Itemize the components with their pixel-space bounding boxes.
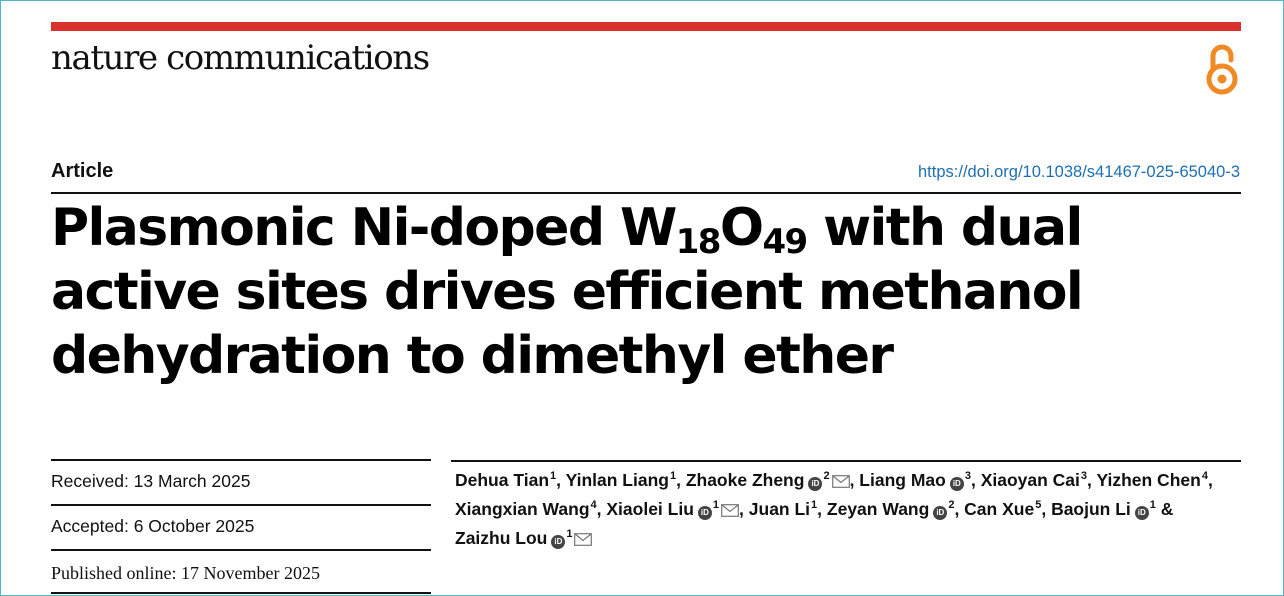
authors-divider: [451, 460, 1241, 462]
dates-divider-2: [51, 549, 431, 551]
author-separator: ,: [817, 499, 827, 519]
affiliation-number[interactable]: 5: [1035, 499, 1042, 511]
dates-divider-top: [51, 459, 431, 461]
mail-icon[interactable]: [574, 533, 593, 546]
author-name[interactable]: Can Xue5: [964, 499, 1041, 519]
journal-name[interactable]: nature communications: [51, 38, 430, 78]
journal-brand-bar: [51, 22, 1241, 31]
author-separator: ,: [849, 470, 860, 490]
mail-icon[interactable]: [831, 475, 850, 488]
author-separator: ,: [1087, 470, 1097, 490]
orcid-icon[interactable]: iD: [949, 477, 964, 491]
orcid-icon[interactable]: iD: [551, 535, 566, 549]
mail-icon[interactable]: [721, 504, 739, 517]
affiliation-number[interactable]: 1: [811, 499, 818, 511]
affiliation-number[interactable]: 2: [948, 499, 955, 511]
author-name-text: Xiangxian Wang: [455, 499, 590, 519]
author-separator: ,: [970, 470, 981, 490]
author-name[interactable]: Yinlan Liang1: [566, 470, 677, 490]
author-name-text: Yizhen Chen: [1096, 470, 1201, 490]
article-type-label: Article: [51, 160, 114, 182]
affiliation-number[interactable]: 1: [669, 470, 677, 482]
author-name-text: Juan Li: [748, 499, 811, 519]
author-name-text: Dehua Tian: [455, 470, 550, 490]
author-separator: ,: [1207, 470, 1213, 490]
affiliation-number[interactable]: 4: [590, 499, 597, 511]
received-date: Received: 13 March 2025: [51, 471, 251, 491]
doi-link[interactable]: https://doi.org/10.1038/s41467-025-65040…: [918, 163, 1240, 181]
affiliation-number[interactable]: 1: [712, 499, 720, 511]
accepted-date: Accepted: 6 October 2025: [51, 516, 255, 536]
author-name-text: Yinlan Liang: [565, 470, 669, 490]
author-name-text: Xiaoyan Cai: [980, 470, 1080, 490]
dates-divider-1: [51, 504, 431, 506]
author-name-text: Zeyan Wang: [826, 499, 930, 519]
author-list: Dehua Tian1, Yinlan Liang1, Zhaoke Zheng…: [455, 466, 1245, 553]
title-subscript-1: 18: [675, 222, 722, 262]
affiliation-number[interactable]: 3: [964, 470, 971, 482]
header-divider: [51, 192, 1241, 194]
author-name-text: Liang Mao: [859, 470, 946, 490]
author-separator: ,: [676, 470, 686, 490]
author-name-text: Zaizhu Lou: [455, 528, 548, 548]
author-name[interactable]: Juan Li1: [749, 499, 817, 519]
orcid-icon[interactable]: iD: [697, 506, 712, 520]
author-separator: ,: [1041, 499, 1052, 519]
published-date: Published online: 17 November 2025: [51, 563, 320, 583]
author-name[interactable]: Zeyan Wang iD2: [826, 499, 955, 520]
title-part-1: Plasmonic Ni-doped W: [51, 198, 677, 258]
orcid-icon[interactable]: iD: [933, 506, 948, 520]
author-name-text: Xiaolei Liu: [606, 499, 694, 519]
author-separator: &: [1155, 499, 1174, 519]
author-name[interactable]: Xiangxian Wang4: [455, 499, 597, 519]
affiliation-number[interactable]: 1: [550, 470, 557, 482]
author-name[interactable]: Xiaolei Liu iD1: [606, 499, 739, 520]
author-name-text: Zhaoke Zheng: [685, 470, 805, 490]
author-name[interactable]: Dehua Tian1: [455, 470, 556, 490]
affiliation-number[interactable]: 3: [1080, 470, 1088, 482]
orcid-icon[interactable]: iD: [1134, 506, 1149, 520]
author-name[interactable]: Yizhen Chen4: [1096, 470, 1207, 490]
affiliation-number[interactable]: 4: [1201, 470, 1208, 482]
author-name[interactable]: Baojun Li iD1: [1051, 499, 1156, 520]
article-title: Plasmonic Ni-doped W18O49 with dual acti…: [51, 196, 1251, 388]
dates-divider-bottom: [51, 592, 431, 594]
author-separator: ,: [739, 499, 749, 519]
author-name[interactable]: Zaizhu Lou iD1: [455, 528, 593, 549]
author-name[interactable]: Xiaoyan Cai3: [981, 470, 1087, 490]
affiliation-number[interactable]: 1: [566, 528, 573, 540]
open-access-icon[interactable]: [1201, 40, 1243, 96]
affiliation-number[interactable]: 1: [1149, 499, 1156, 511]
title-part-3: with dual active sites drives efficient …: [51, 198, 1084, 386]
author-name[interactable]: Zhaoke Zheng iD2: [685, 470, 850, 491]
author-separator: ,: [954, 499, 965, 519]
author-name[interactable]: Liang Mao iD3: [859, 470, 971, 491]
author-separator: ,: [556, 470, 566, 490]
author-separator: ,: [596, 499, 607, 519]
author-name-text: Baojun Li: [1051, 499, 1131, 519]
title-subscript-2: 49: [762, 222, 808, 262]
author-name-text: Can Xue: [964, 499, 1035, 519]
orcid-icon[interactable]: iD: [808, 477, 823, 491]
affiliation-number[interactable]: 2: [823, 470, 830, 482]
title-part-2: O: [719, 198, 764, 258]
